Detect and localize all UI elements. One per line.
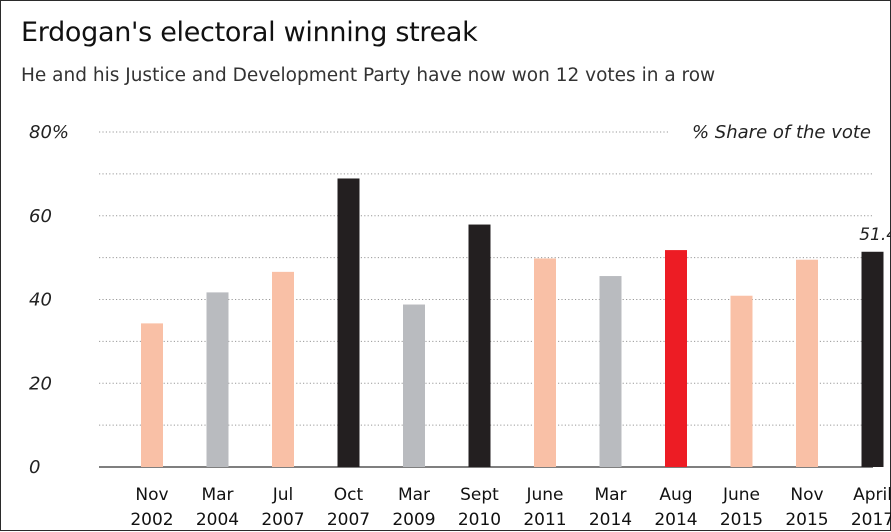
y-tick-label: 40: [29, 290, 52, 311]
y-tick-label: 0: [29, 457, 40, 478]
bar-april-2017: [861, 251, 884, 467]
y-tick-labels: 0 20 40 60 80%: [29, 122, 69, 478]
x-tick-label-month: Nov: [135, 485, 168, 505]
x-tick-label-year: 2017: [851, 510, 891, 530]
x-tick-label-year: 2015: [720, 510, 763, 530]
x-tick-label-month: Mar: [398, 485, 430, 505]
x-tick-label-year: 2014: [654, 510, 697, 530]
x-tick-label-year: 2009: [392, 510, 435, 530]
x-tick-label-year: 2002: [130, 510, 173, 530]
y-tick-label: 80%: [29, 122, 69, 143]
x-tick-label-month: Jul: [272, 485, 294, 505]
bar-mar-2014: [599, 276, 622, 467]
annotations: 51.4%*: [859, 225, 891, 245]
x-tick-label-month: June: [722, 485, 760, 505]
bar-june-2011: [534, 258, 556, 467]
x-tick-label-month: Sept: [460, 485, 499, 505]
bar-mar-2009: [403, 304, 425, 467]
x-tick-label-year: 2015: [785, 510, 828, 530]
bar-aug-2014: [665, 250, 687, 467]
bar-jul-2007: [272, 271, 294, 467]
y-axis-label: % Share of the vote: [692, 122, 871, 143]
y-tick-label: 20: [29, 373, 52, 394]
y-tick-label: 60: [29, 206, 52, 227]
chart-subtitle: He and his Justice and Development Party…: [21, 65, 716, 86]
bar-june-2015: [730, 295, 753, 467]
x-tick-label-month: Oct: [334, 485, 364, 505]
x-tick-label-year: 2004: [196, 510, 239, 530]
bar-sept-2010: [468, 224, 491, 467]
x-tick-label-month: April: [853, 485, 891, 505]
x-tick-label-month: Aug: [659, 485, 692, 505]
bar-nov-2002: [141, 323, 163, 467]
x-tick-label-year: 2007: [327, 510, 370, 530]
x-tick-label-year: 2007: [261, 510, 304, 530]
x-tick-label-year: 2010: [458, 510, 501, 530]
x-tick-label-month: Nov: [790, 485, 823, 505]
x-tick-label-year: 2011: [523, 510, 566, 530]
bar-mar-2004: [206, 292, 229, 467]
x-tick-label-month: June: [525, 485, 563, 505]
x-tick-label-month: Mar: [594, 485, 626, 505]
x-tick-label-year: 2014: [589, 510, 632, 530]
x-tick-labels: Nov 2002 Mar 2004 Jul 2007 Oct 2007 Mar 2009 Sept 2…: [130, 485, 891, 530]
chart-title: Erdogan's electoral winning streak: [21, 17, 478, 48]
bar-annotation: 51.4%*: [859, 225, 891, 245]
bars: [141, 178, 884, 467]
bar-oct-2007: [337, 178, 360, 467]
bar-nov-2015: [796, 259, 818, 467]
x-tick-label-month: Mar: [201, 485, 233, 505]
